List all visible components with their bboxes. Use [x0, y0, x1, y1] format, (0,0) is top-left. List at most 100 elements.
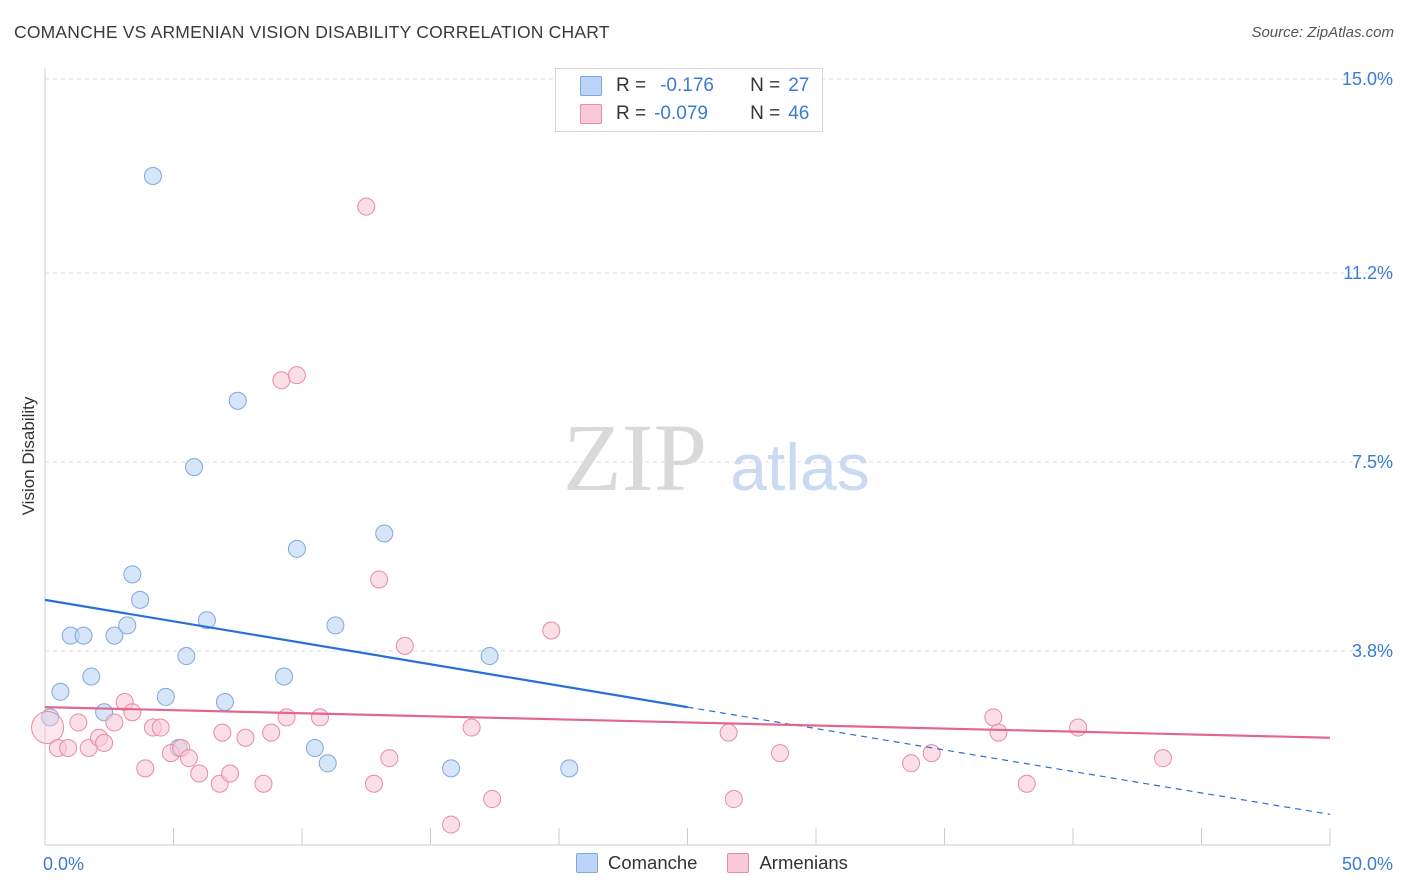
armenian-point: [771, 744, 790, 763]
y-axis-label: Vision Disability: [19, 396, 38, 515]
armenian-point: [1153, 749, 1172, 768]
armenian-point: [724, 790, 743, 809]
legend-item-comanche: Comanche: [576, 852, 697, 874]
armenian-point: [221, 764, 240, 783]
armenian-point: [483, 790, 502, 809]
comanche-point: [185, 458, 204, 477]
comanche-point: [143, 167, 162, 186]
x-tick-label: 50.0%: [1342, 854, 1393, 874]
comanche-point: [275, 667, 294, 686]
r-value: -0.079: [654, 103, 708, 124]
armenian-point: [364, 774, 383, 793]
comanche-point: [215, 693, 234, 712]
armenian-point: [213, 723, 232, 742]
armenian-point: [989, 723, 1008, 742]
armenian-point: [277, 708, 296, 727]
comanche-point: [156, 687, 175, 706]
n-label: N =: [750, 103, 781, 124]
armenian-point: [395, 636, 414, 655]
comanche-point: [105, 626, 124, 645]
comanche-point: [51, 682, 70, 701]
comanche-trend-extension: [687, 706, 1331, 815]
comanche-point: [177, 647, 196, 666]
comanche-trend-line: [44, 598, 688, 709]
x-tick-label: 0.0%: [43, 854, 84, 874]
legend-label-armenians: Armenians: [759, 852, 848, 873]
legend-item-armenians: Armenians: [727, 852, 848, 874]
chart-title: COMANCHE VS ARMENIAN VISION DISABILITY C…: [14, 22, 610, 42]
armenian-point: [984, 708, 1003, 727]
comanche-point: [318, 754, 337, 773]
n-value: 46: [788, 103, 810, 124]
r-label: R =: [616, 103, 647, 124]
armenian-point: [370, 570, 389, 589]
trend-lines: [44, 598, 1331, 815]
legend-row-comanche: R = -0.176 N = 27: [580, 73, 809, 99]
armenian-point: [123, 703, 142, 722]
armenian-point: [236, 728, 255, 747]
armenian-point: [69, 713, 88, 732]
armenian-point: [310, 708, 329, 727]
series-legend: Comanche Armenians: [576, 852, 878, 874]
y-tick-label: 11.2%: [1343, 263, 1393, 283]
comanche-point: [326, 616, 345, 635]
data-points: [31, 167, 1172, 834]
comanche-point: [74, 626, 93, 645]
armenian-point: [179, 749, 198, 768]
comanche-point: [305, 738, 324, 757]
n-label: N =: [750, 75, 781, 96]
armenian-point: [542, 621, 561, 640]
source-credit: Source: ZipAtlas.com: [1251, 24, 1394, 41]
y-tick-label: 3.8%: [1352, 641, 1393, 661]
armenian-point: [357, 197, 376, 216]
comanche-point: [118, 616, 137, 635]
armenian-point: [31, 711, 65, 745]
watermark: ZIP atlas: [563, 404, 870, 511]
comanche-point: [480, 647, 499, 666]
watermark-atlas: atlas: [730, 430, 869, 504]
comanche-swatch: [576, 853, 598, 873]
comanche-point: [131, 590, 150, 609]
armenian-point: [95, 733, 114, 752]
comanche-point: [82, 667, 101, 686]
y-tick-label: 7.5%: [1352, 452, 1393, 472]
armenian-point: [151, 718, 170, 737]
tick-labels: 3.8% 7.5% 11.2% 15.0% 0.0% 50.0%: [43, 69, 1393, 874]
legend-row-armenians: R = -0.079 N = 46: [580, 101, 809, 127]
comanche-point: [123, 565, 142, 584]
armenian-point: [462, 718, 481, 737]
armenian-point: [272, 371, 291, 390]
armenian-point: [105, 713, 124, 732]
armenian-point: [262, 723, 281, 742]
watermark-zip: ZIP: [563, 404, 707, 511]
comanche-point: [375, 524, 394, 543]
r-label: R =: [616, 75, 647, 96]
armenian-swatch: [727, 853, 750, 873]
armenian-point: [59, 738, 78, 757]
armenian-point: [287, 366, 306, 385]
comanche-point: [442, 759, 461, 778]
r-value: -0.176: [660, 75, 714, 96]
armenian-point: [254, 774, 273, 793]
armenian-point: [1017, 774, 1036, 793]
armenian-point: [922, 744, 941, 763]
comanche-point: [228, 391, 247, 410]
gridlines: [45, 78, 1392, 652]
armenian-point: [442, 815, 461, 834]
armenian-point: [190, 764, 209, 783]
legend-label-comanche: Comanche: [608, 852, 698, 873]
comanche-point: [560, 759, 579, 778]
armenian-trend-line: [44, 706, 1331, 739]
armenian-point: [902, 754, 921, 773]
comanche-point: [287, 539, 306, 558]
n-value: 27: [788, 75, 810, 96]
comanche-point: [197, 611, 216, 630]
armenian-point: [719, 723, 738, 742]
armenian-point: [136, 759, 155, 778]
armenian-point: [380, 749, 399, 768]
stats-legend: R = -0.176 N = 27 R = -0.079 N = 46: [555, 68, 823, 132]
armenian-point: [1069, 718, 1088, 737]
armenian-swatch: [580, 104, 602, 124]
comanche-swatch: [580, 76, 602, 96]
